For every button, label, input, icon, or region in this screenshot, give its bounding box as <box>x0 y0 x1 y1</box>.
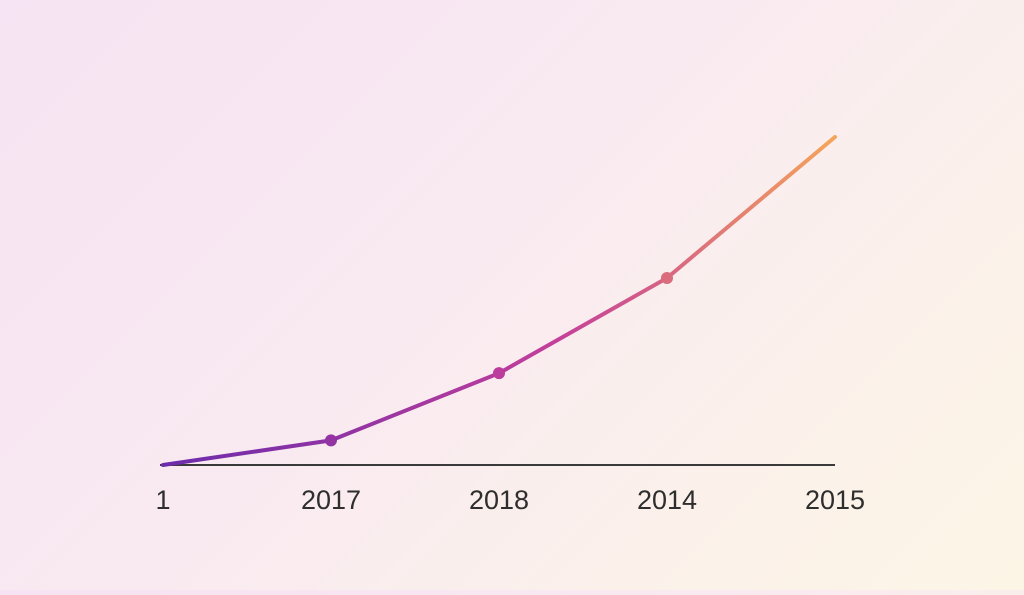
data-markers <box>325 272 673 447</box>
data-point-2017 <box>325 434 337 447</box>
series-line <box>161 135 837 467</box>
x-tick-label: 2014 <box>637 485 697 515</box>
data-point-2018 <box>493 367 505 380</box>
x-tick-labels: 1 2017 2018 2014 2015 <box>155 485 865 515</box>
x-tick-label: 2015 <box>805 485 865 515</box>
x-tick-label: 2017 <box>301 485 361 515</box>
data-point-2014 <box>661 272 673 285</box>
x-tick-label: 2018 <box>469 485 529 515</box>
x-tick-label: 1 <box>155 485 170 515</box>
